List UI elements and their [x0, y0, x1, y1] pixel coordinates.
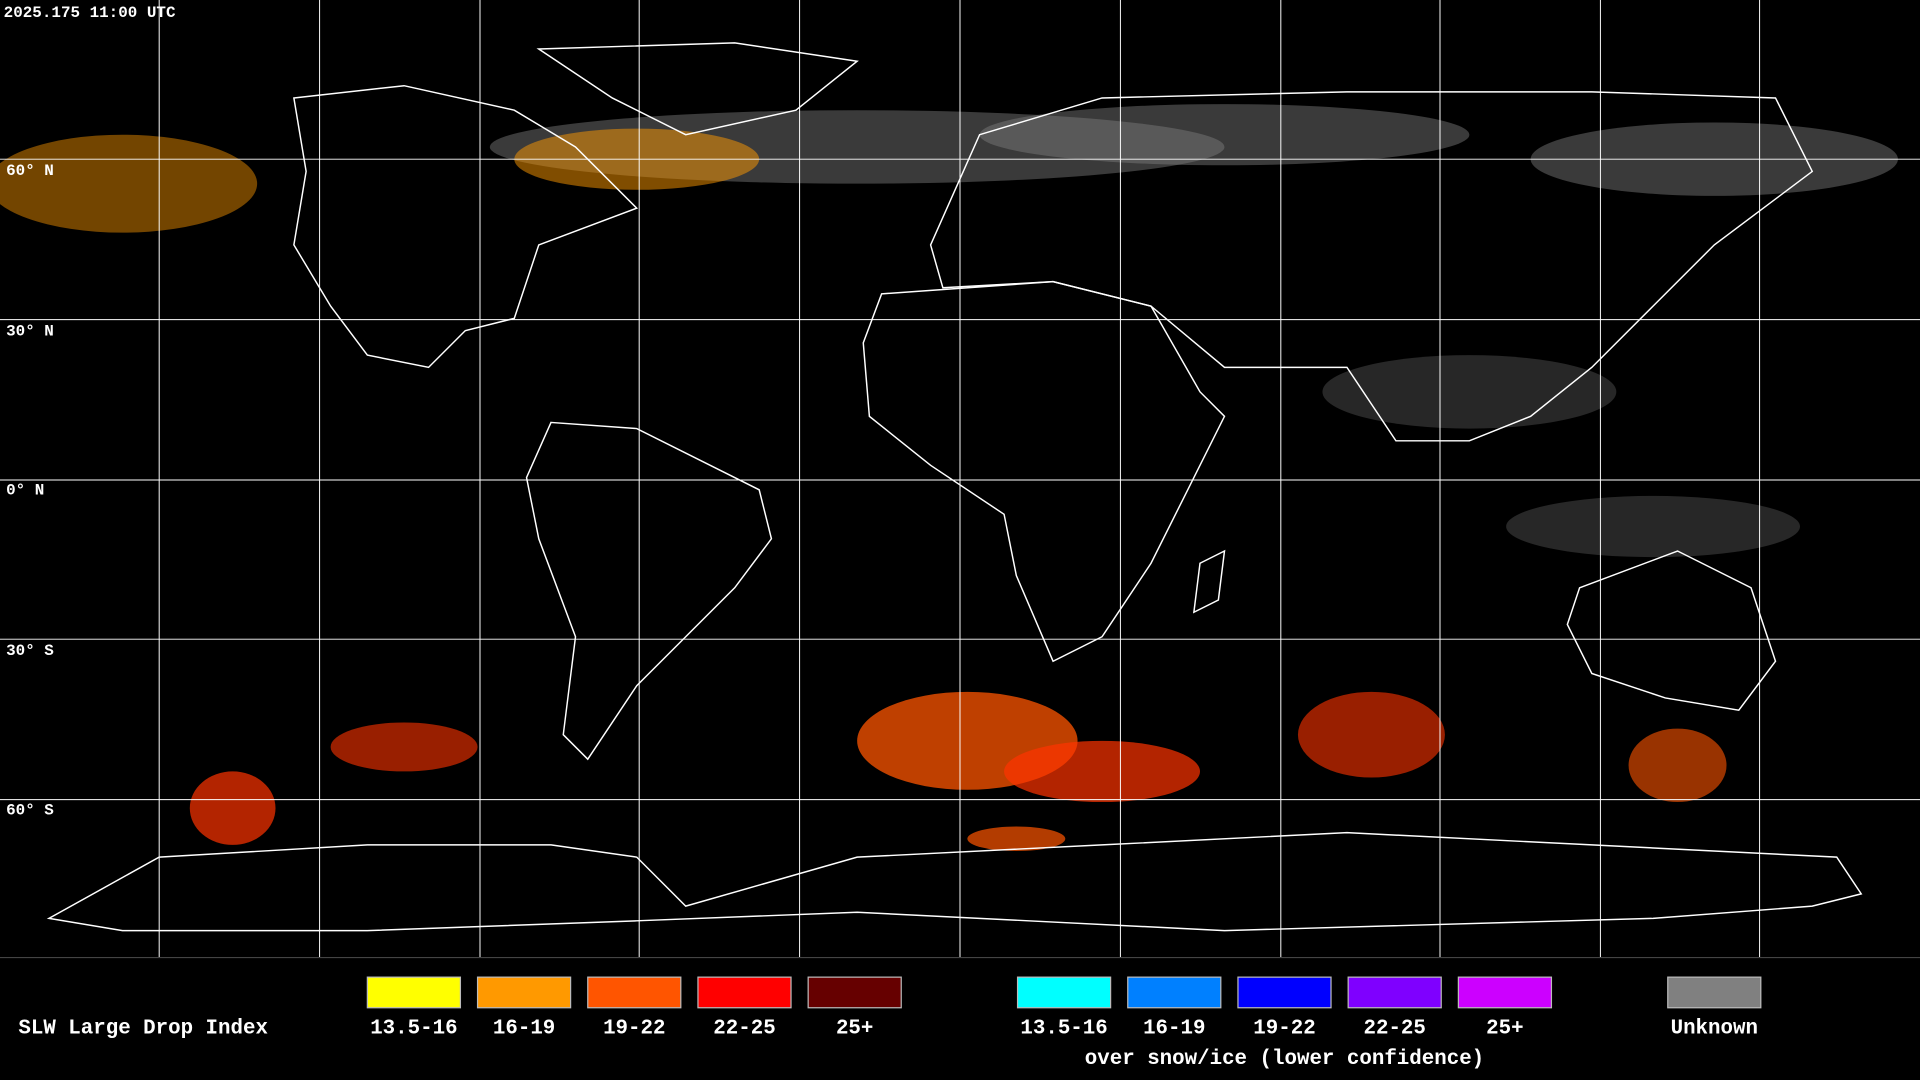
legend-swatch [807, 976, 902, 1009]
legend-label: 25+ [1486, 1017, 1523, 1040]
legend-swatch [1237, 976, 1332, 1009]
cloud-patches [0, 104, 1898, 852]
legend-label: 13.5-16 [1020, 1017, 1107, 1040]
legend-label: 16-19 [493, 1017, 555, 1040]
legend-label: 13.5-16 [370, 1017, 457, 1040]
legend-label: Unknown [1671, 1017, 1758, 1040]
legend-swatch [1016, 976, 1112, 1009]
coastlines [46, 42, 1863, 932]
legend-caption: over snow/ice (lower confidence) [1085, 1048, 1484, 1071]
legend-swatch [476, 976, 572, 1009]
latitude-label: 60° S [6, 801, 54, 819]
legend-swatch [366, 976, 462, 1009]
timestamp: 2025.175 11:00 UTC [4, 4, 176, 22]
legend-label: 19-22 [1253, 1017, 1315, 1040]
latitude-label: 0° N [6, 482, 44, 500]
legend-title: SLW Large Drop Index [18, 1017, 268, 1040]
legend-label: 25+ [836, 1017, 873, 1040]
legend-label: 22-25 [713, 1017, 775, 1040]
latitude-label: 30° N [6, 323, 54, 341]
graticule [0, 0, 1920, 958]
legend-swatch [587, 976, 682, 1009]
legend-swatch [1457, 976, 1553, 1009]
legend-swatch [1347, 976, 1442, 1009]
latitude-label: 30° S [6, 642, 54, 660]
legend-swatch [1667, 976, 1762, 1009]
legend-label: 19-22 [603, 1017, 665, 1040]
legend-label: 22-25 [1363, 1017, 1425, 1040]
legend-swatch [697, 976, 792, 1009]
latitude-label: 60° N [6, 162, 54, 180]
legend-swatch [1127, 976, 1222, 1009]
legend-label: 16-19 [1143, 1017, 1205, 1040]
